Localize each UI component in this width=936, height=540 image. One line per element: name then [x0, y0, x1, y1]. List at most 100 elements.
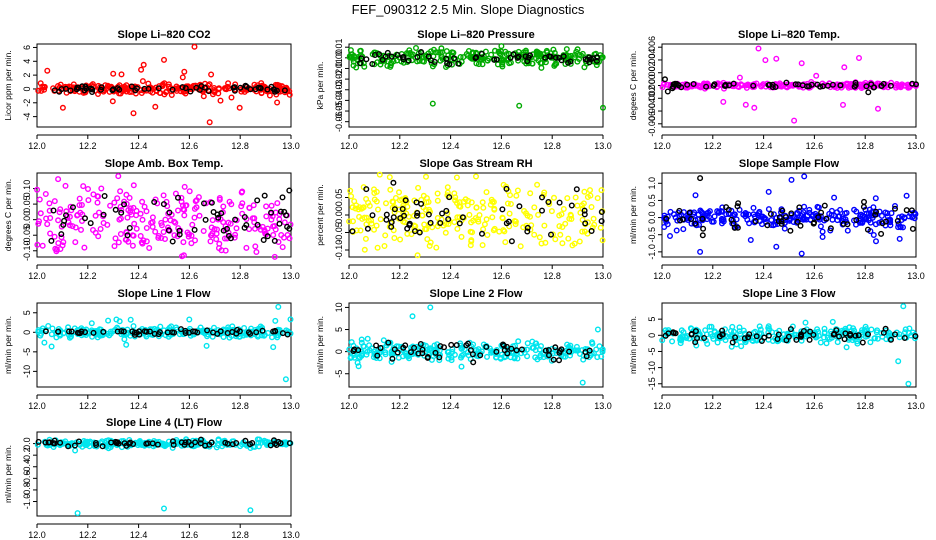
data-point: [529, 60, 536, 67]
data-point: [287, 316, 294, 323]
data-point-black: [451, 55, 458, 62]
y-tick-label: 0.0: [647, 211, 657, 224]
data-point-black: [855, 332, 862, 339]
data-point-black: [662, 332, 669, 339]
data-point: [475, 346, 482, 353]
data-point: [286, 235, 293, 242]
y-tick-label: 10: [334, 302, 344, 312]
data-point-black: [383, 216, 390, 223]
data-point: [667, 208, 674, 215]
data-point: [34, 441, 41, 448]
data-point: [535, 211, 542, 218]
data-point: [268, 216, 275, 223]
data-point-black: [514, 54, 521, 61]
y-tick-label: -0.05: [334, 222, 344, 243]
data-point-black: [470, 359, 477, 366]
data-point-black: [283, 212, 290, 219]
data-point-black: [160, 201, 167, 208]
data-point-black: [444, 60, 451, 67]
data-point-black: [787, 326, 794, 333]
data-point: [286, 91, 293, 98]
x-tick-label: 12.4: [755, 271, 773, 281]
data-point: [376, 171, 383, 178]
data-point-black: [176, 227, 183, 234]
data-point: [906, 213, 913, 220]
data-point: [574, 46, 581, 53]
data-point: [94, 90, 101, 97]
data-point: [821, 325, 828, 332]
data-point: [479, 199, 486, 206]
data-point-black: [746, 331, 753, 338]
data-point: [480, 226, 487, 233]
data-point: [667, 232, 674, 239]
data-point: [730, 328, 737, 335]
data-point: [680, 226, 687, 233]
data-point: [56, 209, 63, 216]
data-point: [123, 229, 130, 236]
y-tick-label: -0.002: [647, 86, 657, 112]
data-point-black: [181, 441, 188, 448]
data-point: [751, 104, 758, 111]
data-point: [766, 326, 773, 333]
data-point: [556, 212, 563, 219]
data-point-black: [185, 329, 192, 336]
data-point: [381, 242, 388, 249]
y-tick-label: -0.6: [22, 471, 32, 487]
data-point-black: [833, 327, 840, 334]
data-point: [196, 212, 203, 219]
data-point-black: [840, 220, 847, 227]
data-point-black: [237, 84, 244, 91]
data-point-black: [800, 328, 807, 335]
data-point: [275, 303, 282, 310]
data-point: [131, 220, 138, 227]
data-point: [581, 188, 588, 195]
data-point: [597, 224, 604, 231]
data-point: [109, 98, 116, 105]
data-point-black: [841, 336, 848, 343]
data-point-black: [901, 335, 908, 342]
data-point-black: [394, 349, 401, 356]
data-point-black: [202, 216, 209, 223]
y-tick-label: -0.05: [334, 101, 344, 122]
data-point-black: [279, 330, 286, 337]
data-point-black: [99, 443, 106, 450]
data-point-black: [272, 327, 279, 334]
data-point-black: [894, 217, 901, 224]
data-point: [149, 219, 156, 226]
data-point-black: [810, 220, 817, 227]
y-tick-label: -10: [22, 365, 32, 378]
data-point: [118, 71, 125, 78]
data-point: [113, 316, 120, 323]
data-point-black: [277, 208, 284, 215]
data-point-black: [268, 209, 275, 216]
data-point: [274, 200, 281, 207]
y-tick-label: 0.00: [334, 49, 344, 67]
data-point: [511, 354, 518, 361]
data-point: [454, 225, 461, 232]
data-point: [427, 304, 434, 311]
data-point-black: [363, 56, 370, 63]
data-point: [180, 239, 187, 246]
data-point-black: [688, 215, 695, 222]
data-point: [270, 344, 277, 351]
data-point: [371, 226, 378, 233]
data-point: [373, 222, 380, 229]
panel-title: Slope Gas Stream RH: [419, 158, 532, 170]
data-point: [355, 206, 362, 213]
x-tick-label: 12.0: [653, 401, 671, 411]
x-tick-label: 12.0: [28, 141, 46, 151]
data-point-black: [215, 214, 222, 221]
data-point-black: [100, 211, 107, 218]
y-tick-label: 0.006: [647, 36, 657, 59]
data-point: [251, 225, 258, 232]
data-point-black: [581, 211, 588, 218]
data-point-black: [796, 204, 803, 211]
data-point-black: [205, 88, 212, 95]
data-point: [759, 221, 766, 228]
data-point-black: [399, 205, 406, 212]
data-point: [41, 83, 48, 90]
data-point: [193, 204, 200, 211]
data-point-black: [765, 332, 772, 339]
data-point-black: [772, 83, 779, 90]
y-tick-label: 5: [334, 327, 344, 332]
